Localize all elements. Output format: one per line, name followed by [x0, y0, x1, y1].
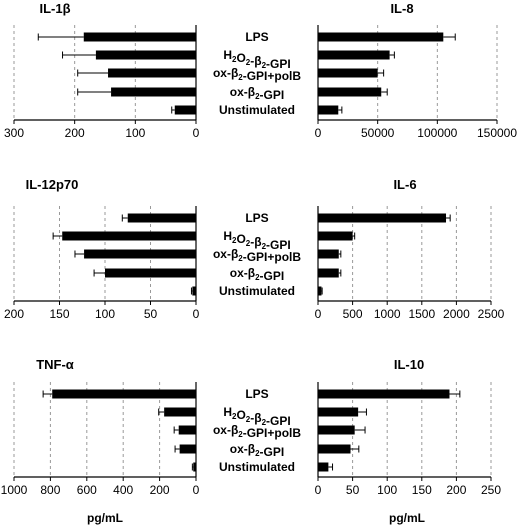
bar-3: [318, 268, 339, 278]
tick-label: 1000: [374, 307, 401, 321]
tick-label: 200: [65, 126, 85, 140]
bar-4: [318, 286, 322, 296]
category-label: ox-β2-GPI+polB: [213, 423, 301, 440]
tick-label: 0: [315, 483, 322, 497]
x-unit-label: pg/mL: [87, 511, 123, 525]
bar-3: [318, 444, 351, 454]
category-label: Unstimulated: [219, 460, 295, 474]
tick-label: 1000: [1, 483, 28, 497]
panel-0: IL-1β 300 200 100 0: [4, 1, 200, 140]
panel-5: IL-10 0 50 100 150 200 250: [315, 357, 502, 497]
panel-2: IL-12p70 200 150 100 50 0: [4, 177, 200, 321]
bar-3: [179, 444, 196, 454]
bar-1: [318, 231, 353, 241]
bar-4: [193, 462, 196, 472]
category-label: H2O2-β2-GPI: [223, 405, 290, 428]
tick-label: 100: [95, 307, 115, 321]
category-label: H2O2-β2-GPI: [223, 229, 290, 252]
tick-label: 0: [193, 483, 200, 497]
tick-label: 100: [377, 483, 397, 497]
panel-4: TNF-α 1000 800 600 400 200 0: [1, 357, 200, 497]
category-label: ox-β2-GPI: [230, 442, 284, 459]
category-label: H2O2-β2-GPI: [223, 48, 290, 71]
panel-3: IL-6 0 500 1000 1500 2000 2500: [315, 177, 505, 321]
tick-label: 150: [412, 483, 432, 497]
bar-0: [318, 32, 444, 42]
panel-title: IL-10: [394, 357, 424, 372]
category-label: LPS: [245, 387, 268, 401]
category-label: ox-β2-GPI: [230, 266, 284, 283]
bar-4: [174, 105, 196, 115]
tick-label: 50: [144, 307, 158, 321]
bar-0: [52, 389, 196, 399]
category-label: LPS: [245, 211, 268, 225]
tick-label: 500: [343, 307, 363, 321]
tick-label: 250: [481, 483, 501, 497]
tick-label: 50000: [361, 126, 395, 140]
tick-label: 0: [193, 126, 200, 140]
tick-label: 300: [4, 126, 24, 140]
tick-label: 600: [77, 483, 97, 497]
panel-title: IL-6: [393, 177, 416, 192]
category-label: Unstimulated: [219, 284, 295, 298]
panel-title: TNF-α: [36, 357, 74, 372]
bar-4: [318, 462, 329, 472]
bar-2: [108, 68, 196, 78]
bar-2: [84, 249, 196, 259]
bar-1: [62, 231, 197, 241]
bar-2: [318, 68, 378, 78]
tick-label: 100: [125, 126, 145, 140]
tick-label: 150: [49, 307, 69, 321]
tick-label: 150000: [477, 126, 517, 140]
bar-2: [178, 425, 196, 435]
bar-4: [192, 286, 196, 296]
panel-title: IL-8: [390, 1, 413, 16]
bar-3: [111, 87, 196, 97]
bar-3: [318, 87, 382, 97]
bar-0: [83, 32, 196, 42]
tick-label: 0: [315, 307, 322, 321]
tick-label: 200: [446, 483, 466, 497]
tick-label: 2000: [443, 307, 470, 321]
tick-label: 50: [346, 483, 360, 497]
bar-1: [164, 407, 196, 417]
category-label: ox-β2-GPI: [230, 85, 284, 102]
tick-label: 100000: [417, 126, 457, 140]
tick-label: 0: [193, 307, 200, 321]
category-label: ox-β2-GPI+polB: [213, 66, 301, 83]
tick-label: 2500: [478, 307, 505, 321]
tick-label: 400: [113, 483, 133, 497]
bar-2: [318, 425, 355, 435]
tick-label: 200: [4, 307, 24, 321]
bar-0: [318, 389, 450, 399]
panel-1: IL-8 0 50000 100000 150000: [315, 1, 518, 140]
tick-label: 800: [40, 483, 60, 497]
bar-1: [318, 50, 390, 60]
bar-3: [105, 268, 196, 278]
category-label: Unstimulated: [219, 103, 295, 117]
tick-label: 200: [150, 483, 170, 497]
panel-title: IL-1β: [39, 1, 70, 16]
tick-label: 1500: [408, 307, 435, 321]
bar-1: [95, 50, 196, 60]
category-label: ox-β2-GPI+polB: [213, 247, 301, 264]
x-unit-label: pg/mL: [389, 511, 425, 525]
bar-4: [318, 105, 339, 115]
bar-1: [318, 407, 359, 417]
panel-title: IL-12p70: [26, 177, 79, 192]
bar-0: [318, 213, 447, 223]
tick-label: 0: [315, 126, 322, 140]
bar-2: [318, 249, 339, 259]
bar-0: [127, 213, 196, 223]
category-label: LPS: [245, 30, 268, 44]
